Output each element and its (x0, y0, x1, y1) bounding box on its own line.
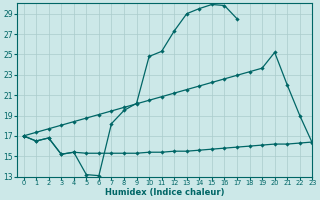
X-axis label: Humidex (Indice chaleur): Humidex (Indice chaleur) (105, 188, 225, 197)
